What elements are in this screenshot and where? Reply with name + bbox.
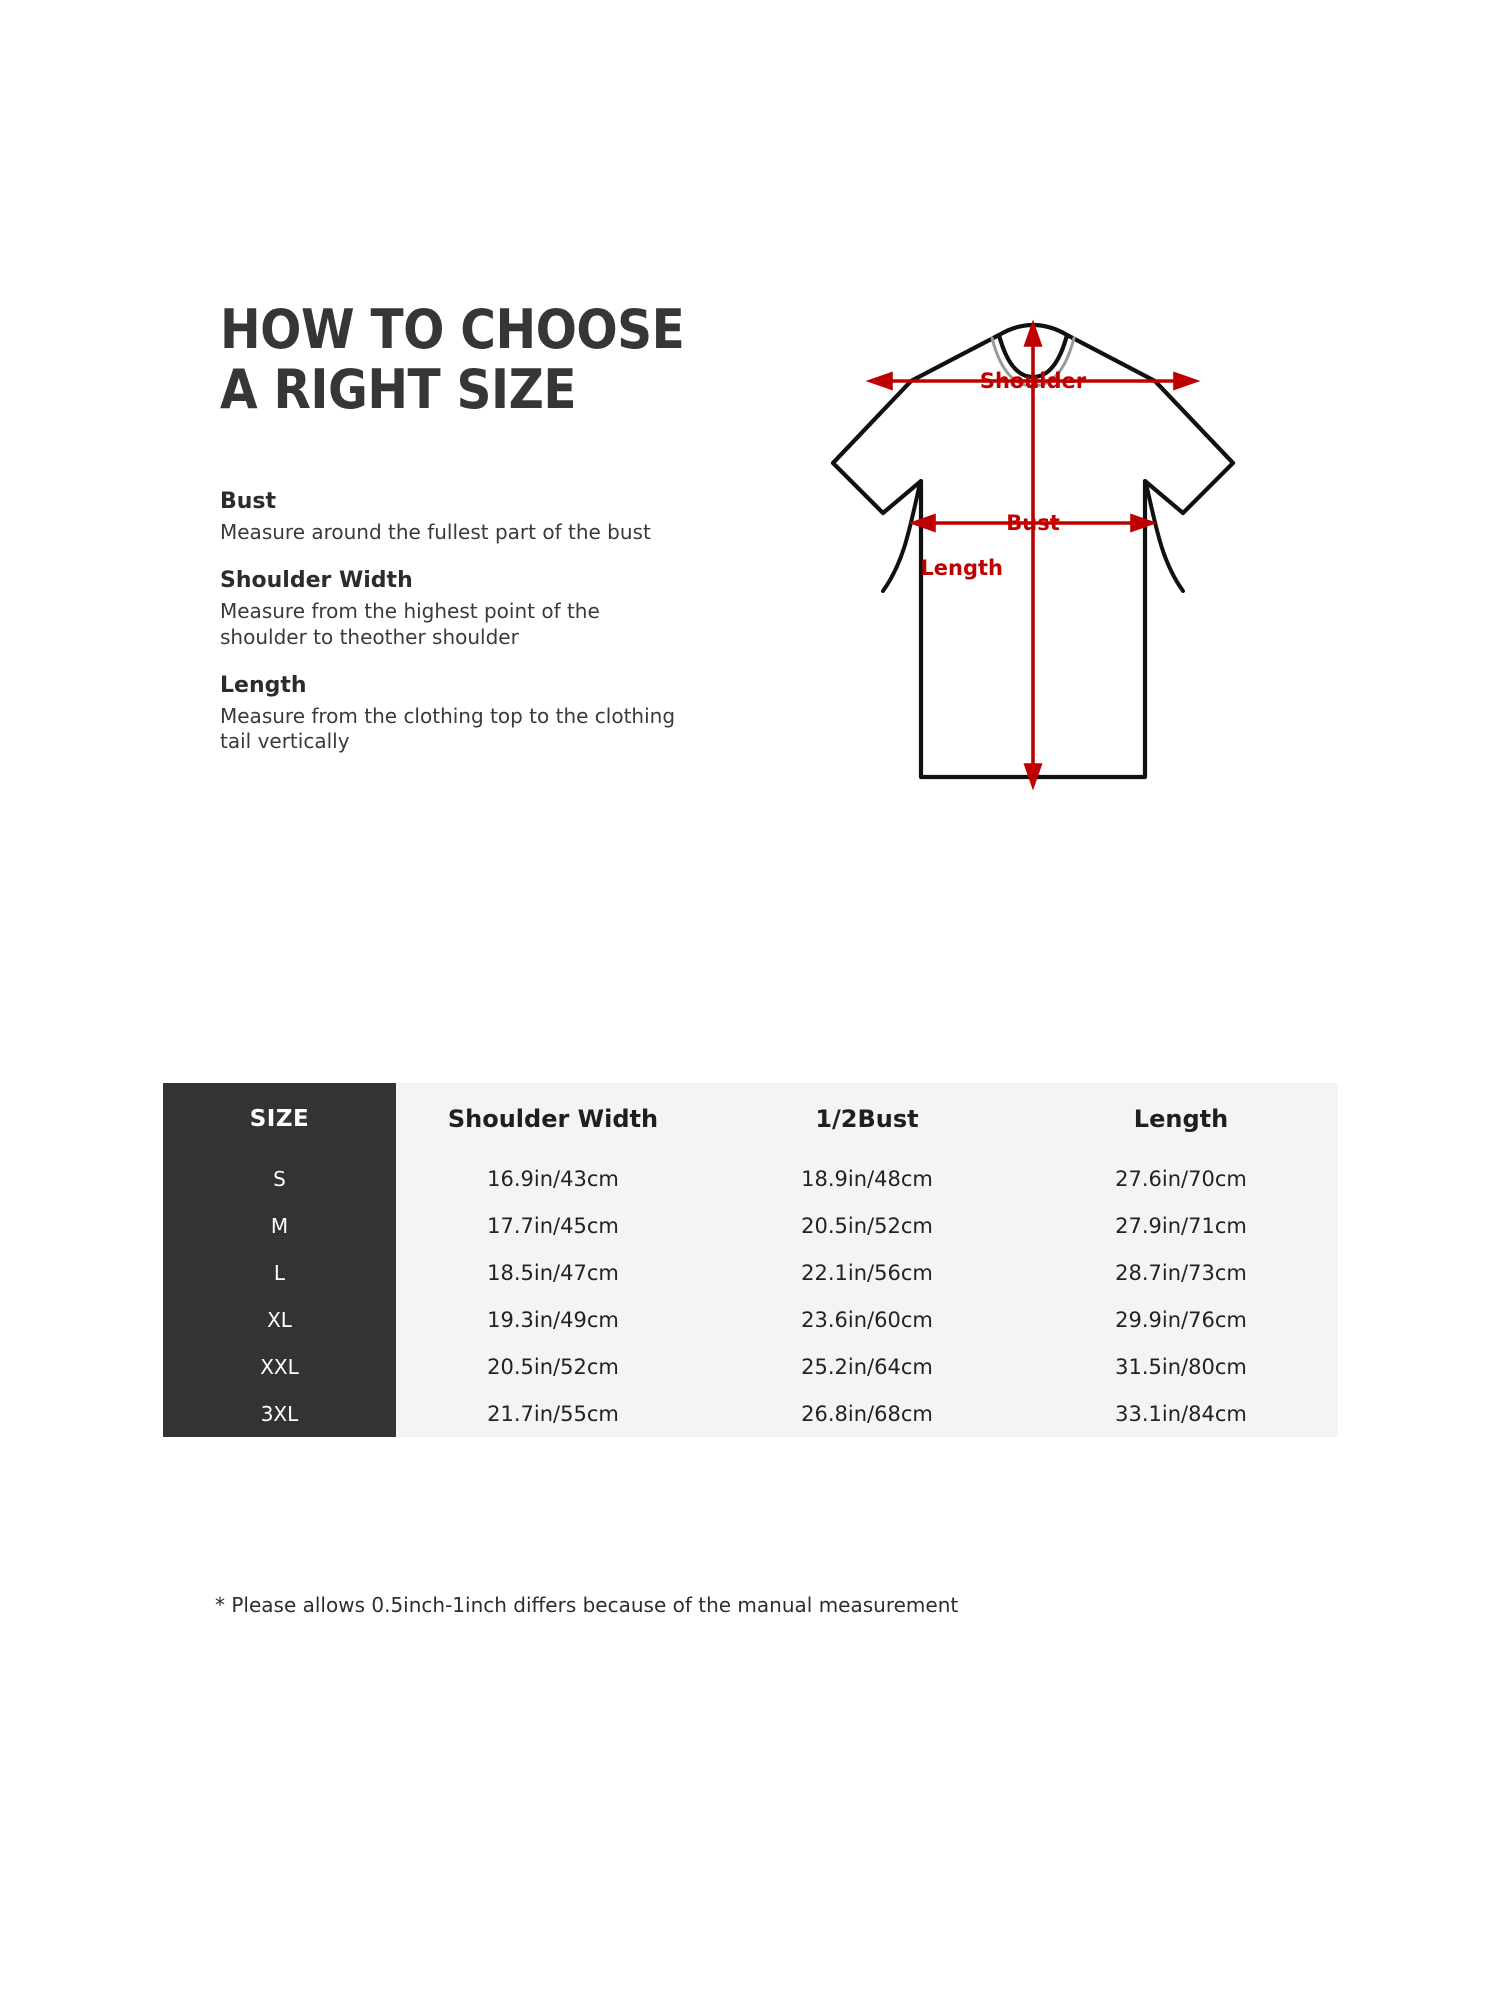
measurement-definitions: Bust Measure around the fullest part of …	[220, 487, 690, 776]
cell-size: XXL	[163, 1343, 396, 1390]
column-header-shoulder-width: Shoulder Width	[396, 1083, 710, 1155]
page-gutter-left	[0, 0, 163, 2000]
table-row: XXL 20.5in/52cm 25.2in/64cm 31.5in/80cm	[163, 1343, 1338, 1390]
cell-shoulder-width: 20.5in/52cm	[396, 1343, 710, 1390]
cell-length: 27.9in/71cm	[1024, 1202, 1338, 1249]
cell-half-bust: 26.8in/68cm	[710, 1390, 1024, 1437]
cell-shoulder-width: 19.3in/49cm	[396, 1296, 710, 1343]
cell-length: 28.7in/73cm	[1024, 1249, 1338, 1296]
definition-term: Length	[220, 673, 307, 699]
intro-section: HOW TO CHOOSE A RIGHT SIZE Bust Measure …	[163, 0, 1338, 845]
page-title-line-2: A RIGHT SIZE	[220, 358, 577, 422]
cell-size: 3XL	[163, 1390, 396, 1437]
cell-size: M	[163, 1202, 396, 1249]
cell-half-bust: 18.9in/48cm	[710, 1155, 1024, 1202]
definition-description: Measure from the clothing top to the clo…	[220, 703, 676, 754]
definition-description: Measure around the fullest part of the b…	[220, 519, 651, 544]
size-table-container: SIZE Shoulder Width 1/2Bust Length S 16.…	[163, 1083, 1338, 1437]
table-header-row: SIZE Shoulder Width 1/2Bust Length	[163, 1083, 1338, 1155]
page-title: HOW TO CHOOSE A RIGHT SIZE	[220, 298, 740, 422]
cell-size: L	[163, 1249, 396, 1296]
tshirt-diagram: Shoulder Bust Length	[763, 285, 1303, 825]
size-table: SIZE Shoulder Width 1/2Bust Length S 16.…	[163, 1083, 1338, 1437]
size-chart-card: HOW TO CHOOSE A RIGHT SIZE Bust Measure …	[163, 0, 1338, 2000]
page-title-line-1: HOW TO CHOOSE	[220, 298, 685, 361]
cell-length: 27.6in/70cm	[1024, 1155, 1338, 1202]
column-header-length: Length	[1024, 1083, 1338, 1155]
cell-half-bust: 22.1in/56cm	[710, 1249, 1024, 1296]
table-row: S 16.9in/43cm 18.9in/48cm 27.6in/70cm	[163, 1155, 1338, 1202]
length-measure-arrow	[1023, 319, 1043, 791]
definition-length: Length Measure from the clothing top to …	[220, 671, 690, 755]
cell-length: 31.5in/80cm	[1024, 1343, 1338, 1390]
table-row: M 17.7in/45cm 20.5in/52cm 27.9in/71cm	[163, 1202, 1338, 1249]
measurement-disclaimer: * Please allows 0.5inch-1inch differs be…	[215, 1593, 959, 1617]
definition-term: Bust	[220, 489, 277, 514]
tshirt-armhole-seams	[881, 481, 1185, 593]
table-row: 3XL 21.7in/55cm 26.8in/68cm 33.1in/84cm	[163, 1390, 1338, 1437]
column-header-size: SIZE	[163, 1083, 396, 1155]
table-row: XL 19.3in/49cm 23.6in/60cm 29.9in/76cm	[163, 1296, 1338, 1343]
table-row: L 18.5in/47cm 22.1in/56cm 28.7in/73cm	[163, 1249, 1338, 1296]
cell-shoulder-width: 21.7in/55cm	[396, 1390, 710, 1437]
cell-shoulder-width: 17.7in/45cm	[396, 1202, 710, 1249]
cell-size: XL	[163, 1296, 396, 1343]
cell-length: 29.9in/76cm	[1024, 1296, 1338, 1343]
cell-shoulder-width: 18.5in/47cm	[396, 1249, 710, 1296]
cell-shoulder-width: 16.9in/43cm	[396, 1155, 710, 1202]
cell-length: 33.1in/84cm	[1024, 1390, 1338, 1437]
definition-description: Measure from the highest point of the sh…	[220, 598, 600, 649]
definition-shoulder-width: Shoulder Width Measure from the highest …	[220, 566, 690, 650]
definition-bust: Bust Measure around the fullest part of …	[220, 487, 690, 545]
cell-size: S	[163, 1155, 396, 1202]
column-header-half-bust: 1/2Bust	[710, 1083, 1024, 1155]
cell-half-bust: 20.5in/52cm	[710, 1202, 1024, 1249]
page-gutter-right	[1337, 0, 1500, 2000]
cell-half-bust: 25.2in/64cm	[710, 1343, 1024, 1390]
definition-term: Shoulder Width	[220, 568, 413, 594]
length-label: Length	[920, 556, 1003, 580]
cell-half-bust: 23.6in/60cm	[710, 1296, 1024, 1343]
